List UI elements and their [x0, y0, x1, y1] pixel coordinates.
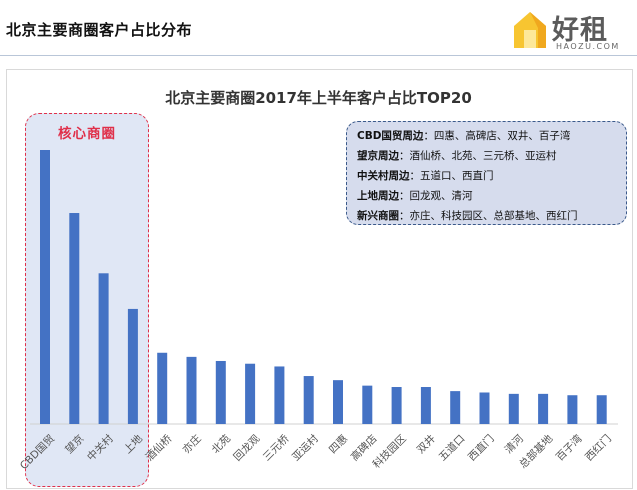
tick-label-北苑: 北苑: [209, 432, 233, 456]
tick-label-四惠: 四惠: [326, 432, 350, 456]
bar-五道口: [450, 391, 461, 424]
logo-text: 好租: [552, 15, 608, 46]
legend-row: 望京周边：酒仙桥、北苑、三元桥、亚运村: [357, 150, 557, 162]
bar-清河: [508, 393, 519, 424]
bar-双井: [420, 387, 431, 424]
legend-row: 中关村周边：五道口、西直门: [357, 170, 494, 182]
legend-box: CBD国贸周边：四惠、高碑店、双井、百子湾 望京周边：酒仙桥、北苑、三元桥、亚运…: [346, 121, 627, 225]
tick-label-亦庄: 亦庄: [180, 432, 204, 456]
chart-frame: [6, 69, 633, 489]
tick-label-亚运村: 亚运村: [289, 432, 321, 464]
bar-回龙观: [245, 363, 256, 424]
tick-label-五道口: 五道口: [436, 432, 467, 463]
bar-四惠: [333, 380, 343, 424]
legend-row: 上地周边：回龙观、清河: [357, 190, 473, 202]
tick-label-中关村: 中关村: [84, 432, 116, 464]
bar-北苑: [215, 360, 226, 424]
tick-label-百子湾: 百子湾: [553, 432, 585, 464]
tick-label-回龙观: 回龙观: [231, 432, 263, 464]
bar-百子湾: [567, 395, 578, 424]
legend-row: CBD国贸周边：四惠、高碑店、双井、百子湾: [357, 130, 571, 142]
bar-酒仙桥: [157, 352, 168, 424]
tick-label-酒仙桥: 酒仙桥: [143, 432, 175, 464]
bar-中关村: [98, 273, 109, 424]
core-district-label: 核心商圈: [58, 126, 116, 142]
tick-label-西红门: 西红门: [582, 432, 613, 463]
bar-高碑店: [362, 385, 373, 424]
tick-label-上地: 上地: [121, 432, 145, 456]
bar-CBD国贸: [40, 150, 50, 424]
house-logo-icon: [514, 12, 546, 48]
bar-三元桥: [274, 366, 285, 424]
legend-row: 新兴商圈：亦庄、科技园区、总部基地、西红门: [357, 210, 578, 222]
bar-西红门: [596, 395, 607, 424]
bar-亦庄: [186, 356, 197, 424]
tick-label-CBD国贸: CBD国贸: [18, 433, 57, 472]
tick-label-西直门: 西直门: [465, 432, 496, 463]
tick-label-望京: 望京: [62, 432, 86, 456]
tick-label-双井: 双井: [414, 432, 438, 456]
tick-label-三元桥: 三元桥: [261, 432, 292, 463]
tick-label-清河: 清河: [502, 432, 526, 456]
bar-科技园区: [391, 387, 402, 424]
logo-subtext: HAOZU.COM: [556, 42, 620, 51]
header-divider: [0, 55, 637, 56]
logo: 好租 HAOZU.COM: [512, 6, 632, 56]
bar-望京: [69, 213, 80, 424]
bar-亚运村: [303, 376, 314, 424]
chart-title: 北京主要商圈2017年上半年客户占比TOP20: [165, 89, 472, 107]
page-title: 北京主要商圈客户占比分布: [6, 21, 193, 39]
bar-上地: [127, 308, 138, 424]
bar-总部基地: [538, 393, 549, 424]
bar-西直门: [479, 392, 490, 424]
